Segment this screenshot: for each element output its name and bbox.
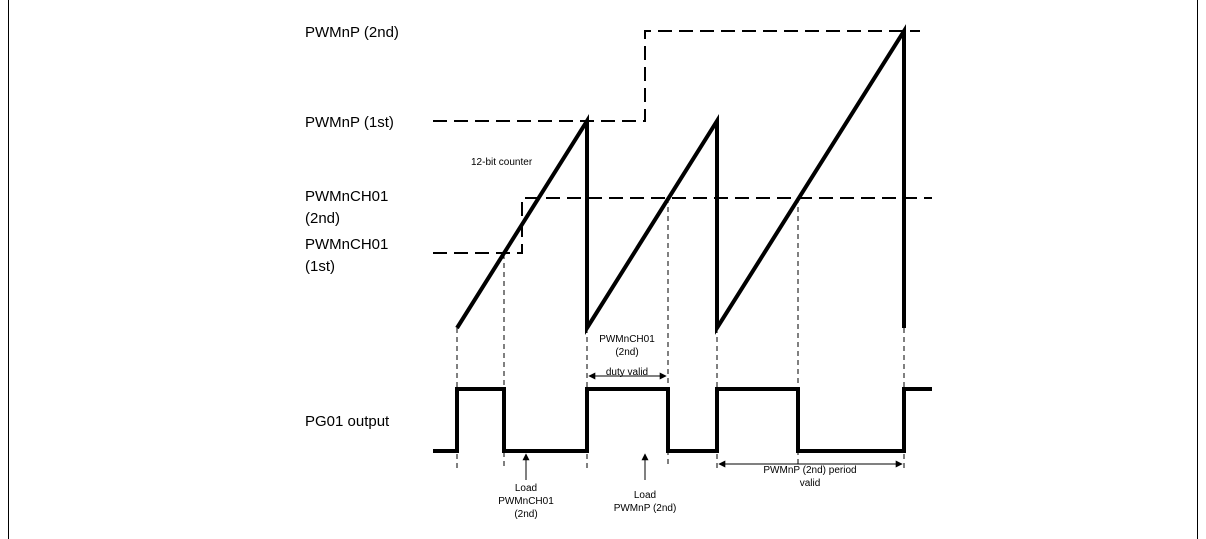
load-pwmnp-label-line2: PWMnP (2nd) <box>614 503 677 514</box>
duty-valid-label-line1: PWMnCH01 <box>599 334 655 345</box>
frame-right-border <box>1197 0 1198 539</box>
counter-sawtooth <box>457 31 904 328</box>
period-valid-label-line1: PWMnP (2nd) period <box>763 465 856 476</box>
pwmnch01-2nd-label-line1: PWMnCH01 <box>305 188 388 205</box>
threshold-lines <box>433 31 932 253</box>
frame-left-border <box>8 0 9 539</box>
pwmnp-2nd-label: PWMnP (2nd) <box>305 24 399 41</box>
pg01-output-label: PG01 output <box>305 413 390 430</box>
counter-label: 12-bit counter <box>471 157 533 168</box>
pwmnch01-2nd-label-line2: (2nd) <box>305 210 340 227</box>
pwmnp-1st-label: PWMnP (1st) <box>305 114 394 131</box>
load-ch01-label-line2: PWMnCH01 <box>498 496 554 507</box>
load-ch01-label-line1: Load <box>515 483 537 494</box>
load-ch01-label-line3: (2nd) <box>514 509 537 520</box>
pg01-output-waveform <box>433 389 932 451</box>
pwmnch01-1st-label-line2: (1st) <box>305 258 335 275</box>
alignment-guides <box>457 198 904 468</box>
pwmnp-threshold-line <box>433 31 920 121</box>
load-pwmnp-label-line1: Load <box>634 490 656 501</box>
duty-valid-label-line2: (2nd) <box>615 347 638 358</box>
duty-valid-label-line3: duty valid <box>606 367 648 378</box>
period-valid-label-line2: valid <box>800 478 821 489</box>
pwmnch01-1st-label-line1: PWMnCH01 <box>305 236 388 253</box>
